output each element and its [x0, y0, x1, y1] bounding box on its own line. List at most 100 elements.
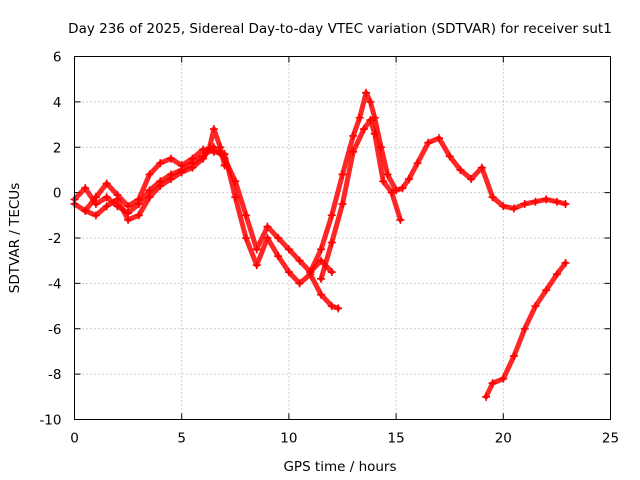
data-point [188, 163, 197, 172]
data-point [81, 184, 90, 193]
data-point [242, 234, 251, 242]
data-point [552, 197, 561, 206]
data-point [91, 193, 100, 202]
data-point [295, 256, 304, 265]
data-point [284, 268, 293, 277]
data-point [510, 204, 519, 213]
y-tick-label: -8 [48, 367, 61, 383]
x-tick-label: 15 [388, 431, 405, 447]
data-point [349, 131, 358, 140]
data-point [366, 97, 375, 106]
x-tick-label: 20 [495, 431, 512, 447]
data-point [317, 290, 326, 299]
data-point [355, 113, 364, 122]
data-point [542, 195, 551, 204]
data-point [392, 186, 401, 195]
data-point [327, 238, 336, 247]
data-point [216, 143, 225, 152]
y-tick-label: -2 [48, 231, 61, 247]
data-point [166, 175, 175, 184]
x-tick-label: 10 [280, 431, 297, 447]
series-track [81, 125, 229, 224]
data-point [510, 351, 519, 360]
data-point [209, 125, 218, 134]
data-point [177, 161, 186, 170]
data-point [366, 116, 375, 125]
axis-ticks: 0 5 10 15 20 25 -10 -8 -6 -4 -2 0 2 4 6 [39, 50, 619, 447]
data-point [102, 193, 111, 202]
data-point [434, 134, 443, 143]
series-track [306, 88, 570, 277]
data-point [338, 199, 347, 208]
data-point [252, 261, 261, 270]
data-point [134, 211, 143, 220]
data-series [70, 88, 570, 401]
series-trace [72, 147, 341, 311]
data-point [488, 193, 497, 202]
data-point [124, 202, 133, 211]
data-point [263, 222, 272, 231]
data-point [327, 211, 336, 220]
plot-frame [74, 56, 611, 420]
data-point [209, 147, 218, 156]
data-point [359, 125, 368, 134]
y-tick-label: -4 [48, 276, 61, 292]
data-point [263, 234, 272, 242]
series-track [70, 145, 343, 313]
data-point [317, 245, 326, 254]
data-point [145, 193, 154, 202]
data-point [113, 195, 122, 204]
series-trace [318, 117, 403, 282]
data-point [199, 154, 208, 163]
data-point [242, 211, 251, 220]
data-point [177, 168, 186, 177]
data-point [156, 181, 165, 190]
data-point [383, 170, 392, 179]
x-tick-label: 25 [602, 431, 619, 447]
series-trace [72, 144, 335, 275]
data-point [520, 199, 529, 208]
data-point [317, 274, 326, 283]
data-point [102, 179, 111, 188]
data-point [327, 268, 336, 277]
data-point [404, 175, 413, 184]
data-point [531, 302, 540, 311]
y-tick-label: 4 [53, 95, 62, 111]
x-axis-label: GPS time / hours [283, 459, 396, 475]
data-point [398, 184, 407, 193]
y-tick-label: 2 [53, 140, 62, 156]
data-point [424, 138, 433, 147]
data-point [81, 206, 90, 215]
data-point [334, 304, 343, 313]
data-point [531, 197, 540, 206]
series-track [70, 143, 336, 277]
data-point [561, 199, 570, 208]
data-point [145, 186, 154, 195]
series-trace [82, 126, 228, 223]
data-point [134, 195, 143, 204]
y-tick-label: -10 [39, 413, 61, 429]
data-point [252, 245, 261, 254]
data-point [445, 152, 454, 161]
data-point [456, 165, 465, 174]
data-point [284, 245, 293, 254]
data-point [520, 324, 529, 333]
y-tick-label: -6 [48, 322, 61, 338]
series-trace [483, 260, 568, 400]
data-point [327, 302, 336, 311]
grid [74, 56, 611, 420]
x-tick-label: 5 [177, 431, 186, 447]
y-tick-label: 0 [53, 186, 62, 202]
data-point [542, 286, 551, 295]
series-track [317, 116, 405, 283]
data-point [413, 159, 422, 168]
data-point [188, 154, 197, 163]
data-point [477, 163, 486, 172]
data-point [306, 268, 315, 277]
x-tick-label: 0 [70, 431, 79, 447]
data-point [379, 177, 388, 186]
data-point [552, 270, 561, 279]
data-point [488, 379, 497, 388]
data-point [124, 215, 133, 224]
data-point [362, 88, 371, 97]
